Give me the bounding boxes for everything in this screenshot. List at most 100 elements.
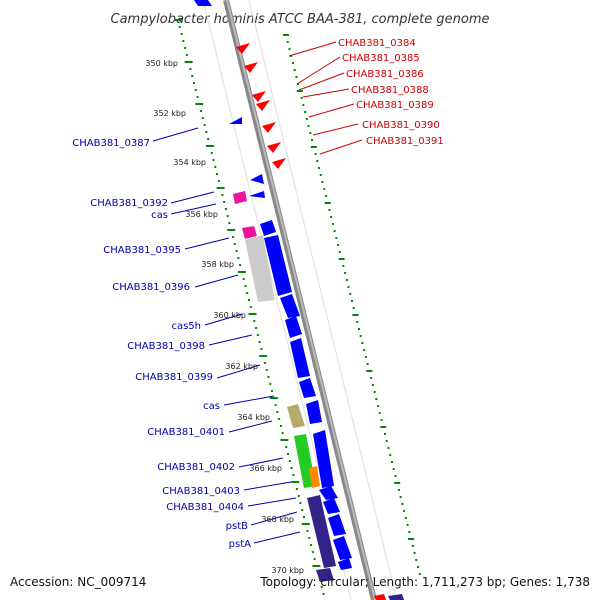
cds-block (194, 0, 212, 6)
gene-label: CHAB381_0390 (362, 120, 440, 131)
scale-label: 362 kbp (225, 362, 258, 371)
reverse-cds-block (319, 486, 338, 500)
scale-label: 364 kbp (237, 413, 270, 422)
reverse-cds-block (280, 294, 300, 318)
leader-line (250, 511, 298, 526)
gene-label: cas5h (171, 321, 201, 332)
gene-label: cas (151, 210, 168, 221)
leader-line (253, 531, 301, 544)
cds-block-orange (309, 466, 320, 488)
leader-line (288, 41, 337, 57)
track-edge-inner (202, 0, 352, 600)
feature-tracks (194, 0, 404, 600)
reverse-cds-arrow (249, 191, 265, 198)
gene-label: CHAB381_0388 (351, 85, 429, 96)
gene-label: pstA (229, 539, 251, 550)
leader-line (223, 395, 275, 406)
forward-cds-arrow (267, 142, 281, 153)
gene-label: CHAB381_0386 (346, 69, 424, 80)
leader-line (319, 139, 363, 155)
cds-block-grey (245, 235, 275, 302)
gene-label: CHAB381_0389 (356, 100, 434, 111)
leader-line (298, 72, 345, 91)
reverse-cds-block (290, 338, 310, 378)
leader-line (170, 203, 217, 215)
gene-label: CHAB381_0395 (103, 245, 181, 256)
leader-line (247, 497, 297, 507)
leader-line (170, 191, 215, 204)
reverse-cds-arrow (229, 117, 242, 124)
leader-line (208, 334, 253, 346)
gene-label: CHAB381_0387 (72, 138, 150, 149)
leader-line (152, 127, 199, 142)
leader-line (308, 103, 355, 118)
scale-label: 366 kbp (249, 464, 282, 473)
forward-cds-block (374, 594, 386, 600)
gene-label: CHAB381_0399 (135, 372, 213, 383)
scale-ticks (174, 19, 421, 595)
leader-line (312, 123, 359, 136)
forward-cds-arrow (236, 43, 250, 54)
gene-label: CHAB381_0391 (366, 136, 444, 147)
accession-text: Accession: NC_009714 (10, 575, 147, 589)
forward-cds-arrow (256, 100, 270, 111)
pst-block (307, 495, 336, 568)
scale-label: 354 kbp (173, 158, 206, 167)
reverse-cds-block (328, 514, 346, 536)
scale-label: 352 kbp (153, 109, 186, 118)
reverse-cds-block (333, 536, 352, 560)
gene-label: CHAB381_0402 (157, 462, 235, 473)
backbone (202, 0, 398, 600)
gene-label: CHAB381_0403 (162, 486, 240, 497)
gene-label: CHAB381_0384 (338, 38, 416, 49)
reverse-cds-block (306, 400, 322, 424)
gene-label: CHAB381_0398 (127, 341, 205, 352)
topology-text: Topology: circular; Length: 1,711,273 bp… (260, 575, 590, 589)
track-edge-outer (248, 0, 398, 600)
reverse-cds-block (299, 378, 316, 398)
pst-block (316, 568, 334, 582)
backbone-highlight (226, 0, 376, 600)
leader-line (238, 457, 284, 468)
forward-cds-arrow (272, 158, 286, 169)
leader-line (216, 364, 261, 379)
scale-labels: 350 kbp 352 kbp 354 kbp 356 kbp 358 kbp 360 k… (145, 59, 304, 575)
cas-block (287, 404, 305, 428)
forward-cds-arrow (262, 122, 276, 133)
gene-label: pstB (226, 521, 248, 532)
gene-label: CHAB381_0396 (112, 282, 190, 293)
gene-label: CHAB381_0392 (90, 198, 168, 209)
reverse-cds-block (285, 316, 302, 338)
leader-line (184, 237, 230, 250)
scale-label: 356 kbp (185, 210, 218, 219)
leader-line (243, 481, 292, 491)
forward-cds-arrow (252, 91, 266, 102)
leader-line (204, 313, 243, 326)
repeat-feature (233, 191, 247, 204)
leader-line (228, 420, 273, 433)
scale-label: 368 kbp (261, 515, 294, 524)
label-leaders (152, 41, 363, 544)
forward-cds-arrow (244, 62, 258, 73)
scale-label: 350 kbp (145, 59, 178, 68)
repeat-feature (242, 226, 257, 239)
pst-block (388, 594, 404, 600)
reverse-cds-block (338, 558, 352, 570)
leader-line (194, 274, 239, 288)
reverse-cds-block (313, 430, 334, 488)
reverse-cds-arrow (250, 174, 264, 184)
gene-label: cas (203, 401, 220, 412)
reverse-cds-block (323, 498, 340, 514)
reverse-cds-block (264, 235, 292, 296)
leader-line (296, 56, 341, 85)
gene-label: CHAB381_0404 (166, 502, 244, 513)
scale-label: 360 kbp (213, 311, 246, 320)
reverse-cds-arrow (260, 220, 276, 236)
scale-label: 370 kbp (271, 566, 304, 575)
gene-label: CHAB381_0385 (342, 53, 420, 64)
feature-labels: CHAB381_0384 CHAB381_0385 CHAB381_0386 CHAB… (72, 38, 444, 550)
map-title: Campylobacter hominis ATCC BAA-381, comp… (111, 12, 490, 27)
leader-line (302, 88, 350, 98)
gene-label: CHAB381_0401 (147, 427, 225, 438)
